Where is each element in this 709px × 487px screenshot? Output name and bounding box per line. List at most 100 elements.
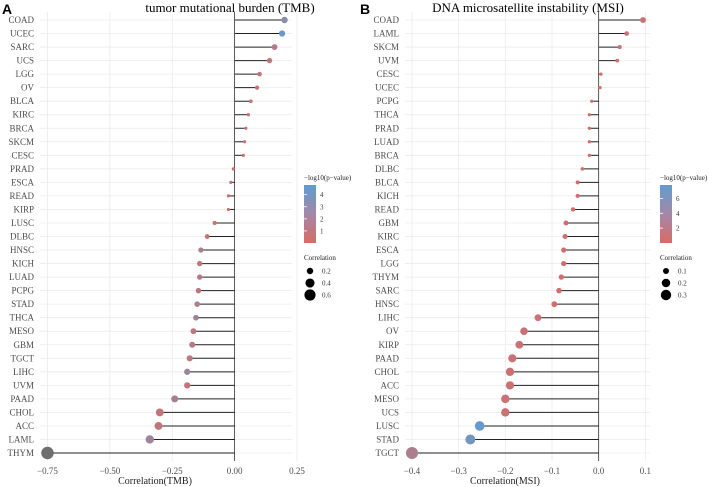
panel-a-colorbar-title: −log10(p−value) bbox=[304, 174, 352, 182]
category-label: UVM bbox=[378, 56, 399, 66]
size-legend-dot bbox=[661, 278, 671, 288]
panel-b-plot: −0.4 −0.3 −0.2 −0.1 0.0 0.1 COAD LAML SKCM UVM CES… bbox=[373, 12, 651, 476]
colorbar-tick-label: 1 bbox=[320, 227, 324, 235]
lollipop-point bbox=[248, 99, 253, 104]
lollipop-point bbox=[563, 220, 569, 226]
category-label: LUSC bbox=[376, 421, 399, 431]
lollipop-point bbox=[195, 287, 202, 294]
panel-b-size-legend-title: Correlation bbox=[660, 254, 692, 262]
category-label: HNSC bbox=[10, 245, 34, 255]
lollipop-point bbox=[587, 126, 591, 130]
category-label: MESO bbox=[9, 326, 35, 336]
size-legend-label: 0.6 bbox=[322, 292, 331, 300]
lollipop-point bbox=[508, 354, 517, 363]
category-label: SARC bbox=[10, 42, 34, 52]
colorbar-tick-label: 3 bbox=[320, 203, 324, 211]
colorbar-tick-label: 6 bbox=[676, 195, 680, 203]
lollipop-point bbox=[556, 287, 562, 294]
category-label: LIHC bbox=[378, 313, 399, 323]
panel-b-colorbar bbox=[660, 185, 672, 243]
lollipop-point bbox=[244, 126, 248, 130]
lollipop-point bbox=[278, 30, 286, 37]
lollipop-point bbox=[615, 58, 620, 63]
size-legend-dot bbox=[306, 267, 314, 275]
panel-a-letter: A bbox=[2, 1, 12, 17]
colorbar-tick-label: 4 bbox=[676, 210, 680, 218]
category-label: ACC bbox=[15, 421, 34, 431]
lollipop-point bbox=[184, 382, 191, 389]
category-label: OV bbox=[21, 83, 34, 93]
panel-a: A tumor mutational burden (TMB) −0.75 −0.… bbox=[2, 0, 352, 487]
lollipop-point bbox=[474, 421, 485, 431]
lollipop-point bbox=[561, 247, 567, 253]
lollipop-point bbox=[598, 86, 602, 90]
lollipop-point bbox=[193, 314, 199, 321]
lollipop-point bbox=[226, 194, 230, 198]
panel-a-x-axis-label: Correlation(TMB) bbox=[118, 476, 192, 487]
panel-a-size-legend-title: Correlation bbox=[304, 254, 336, 262]
lollipop-point bbox=[640, 17, 646, 23]
category-label: KIRP bbox=[13, 204, 34, 214]
lollipop-point bbox=[580, 167, 585, 171]
lollipop-point bbox=[229, 180, 233, 184]
colorbar-tick-label: 2 bbox=[676, 225, 680, 233]
lollipop-point bbox=[155, 408, 164, 417]
size-legend-label: 0.2 bbox=[678, 280, 687, 288]
category-label: KIRC bbox=[12, 110, 34, 120]
lollipop-point bbox=[145, 435, 154, 444]
category-label: SARC bbox=[375, 286, 399, 296]
category-label: LGG bbox=[381, 259, 400, 269]
lollipop-point bbox=[501, 408, 510, 417]
category-label: LAML bbox=[9, 434, 35, 444]
panel-b-x-axis-label: Correlation(MSI) bbox=[470, 476, 540, 487]
size-legend-dot bbox=[304, 289, 316, 301]
category-label: LIHC bbox=[13, 367, 34, 377]
category-label: LUAD bbox=[9, 272, 34, 282]
size-legend-label: 0.3 bbox=[678, 292, 687, 300]
category-label: HNSC bbox=[375, 299, 399, 309]
panel-a-colorbar-ticks: 1 2 3 4 bbox=[304, 191, 324, 235]
lollipop-point bbox=[257, 71, 262, 77]
lollipop-point bbox=[515, 340, 524, 349]
lollipop-point bbox=[271, 44, 278, 50]
category-label: UCEC bbox=[375, 83, 399, 93]
lollipop-point bbox=[575, 193, 580, 198]
lollipop-point bbox=[281, 16, 288, 24]
lollipop-point bbox=[186, 355, 193, 362]
lollipop-point bbox=[505, 367, 515, 376]
category-label: TGCT bbox=[376, 448, 400, 458]
lollipop-point bbox=[534, 314, 542, 322]
category-label: ESCA bbox=[11, 177, 35, 187]
x-tick-label: −0.2 bbox=[497, 466, 513, 476]
category-label: MESO bbox=[374, 394, 400, 404]
category-label: CESC bbox=[11, 150, 34, 160]
category-label: PRAD bbox=[375, 123, 400, 133]
category-label: PAAD bbox=[10, 394, 34, 404]
category-label: DLBC bbox=[375, 164, 399, 174]
lollipop-point bbox=[196, 260, 203, 267]
category-label: THYM bbox=[8, 448, 35, 458]
x-tick-label: 0.25 bbox=[289, 466, 305, 476]
category-label: UCS bbox=[381, 407, 399, 417]
category-label: KICH bbox=[12, 259, 34, 269]
lollipop-point bbox=[561, 260, 567, 267]
category-label: KIRC bbox=[377, 232, 399, 242]
category-label: LGG bbox=[16, 69, 35, 79]
colorbar-tick-label: 4 bbox=[320, 191, 324, 199]
category-label: READ bbox=[10, 191, 35, 201]
x-tick-label: −0.3 bbox=[451, 466, 468, 476]
lollipop-point bbox=[587, 153, 591, 157]
category-label: CESC bbox=[376, 69, 399, 79]
panel-a-colorbar bbox=[304, 185, 316, 243]
size-legend-label: 0.2 bbox=[322, 268, 331, 276]
lollipop-point bbox=[196, 274, 203, 280]
lollipop-point bbox=[266, 57, 273, 64]
x-tick-label: 0.0 bbox=[593, 466, 605, 476]
lollipop-point bbox=[562, 233, 568, 240]
panel-a-plot: −0.75 −0.50 −0.25 0.00 0.25 COAD UCEC SARC UCS LG… bbox=[8, 12, 305, 476]
category-label: PAAD bbox=[375, 353, 399, 363]
lollipop-point bbox=[41, 446, 54, 460]
panel-b-letter: B bbox=[360, 1, 370, 17]
category-label: SKCM bbox=[373, 42, 399, 52]
